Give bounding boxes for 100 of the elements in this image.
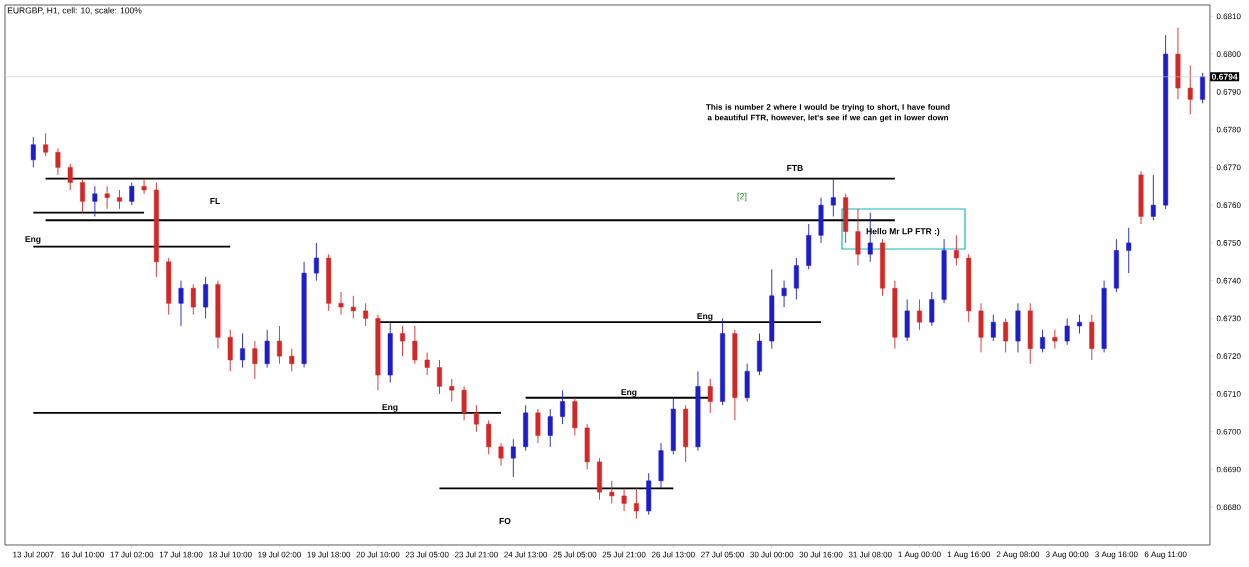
candlestick [560,389,566,425]
candlestick [227,329,233,372]
y-tick-label: 0.6690 [1216,466,1241,473]
candlestick [277,325,282,365]
candlestick [621,487,627,512]
candlestick [289,348,295,372]
candlestick [264,329,270,368]
y-tick-label: 0.6680 [1216,504,1241,511]
y-tick-label: 0.6770 [1216,164,1241,171]
candlestick [350,295,356,319]
candlestick [1200,72,1206,104]
annotation: Eng [382,404,398,412]
candlestick [92,185,98,217]
y-tick-label: 0.6700 [1216,428,1241,435]
ref-line-label: 0.6794 [1211,73,1238,80]
candlestick [240,333,246,368]
candlestick [178,280,184,327]
candlestick [498,442,504,467]
annotation: FL [210,198,220,204]
x-tick-label: 23 Jul 05:00 [405,551,449,558]
candlestick [917,299,922,331]
candlestick [141,178,147,195]
y-tick-label: 0.6760 [1216,202,1241,208]
candlestick [117,189,122,210]
y-tick-label: 0.6800 [1216,51,1241,57]
candlestick [363,302,369,327]
candlestick [30,136,36,168]
annotation: This is number 2 where I would be trying to short, I have found a beautiful FTR, however, let's see if we can get in lower down [706,103,950,122]
annotation: Eng [697,313,713,321]
candlestick [1077,314,1082,334]
candlestick [535,408,541,444]
x-tick-label: 2 Aug 08:00 [996,551,1040,559]
candlestick [437,359,442,395]
candlestick [990,314,996,342]
y-tick-label: 0.6740 [1216,277,1241,284]
candlestick [449,378,455,402]
annotation: Eng [621,389,637,397]
chart-title: EURGBP, H1, cell: 10, scale: 100% [7,7,142,15]
candlestick [473,404,479,433]
candlestick [1150,174,1156,221]
candlestick [1064,317,1070,346]
x-tick-label: 23 Jul 21:00 [455,551,498,558]
x-tick-label: 6 Aug 11:00 [1144,551,1187,559]
candlestick [313,242,319,282]
x-tick-label: 24 Jul 13:00 [504,551,548,558]
x-tick-label: 1 Aug 00:00 [898,551,941,559]
x-tick-label: 16 Jul 10:00 [61,551,105,558]
candlestick [793,257,799,300]
candlestick [1003,317,1009,353]
candlestick [1052,329,1058,350]
y-tick-label: 0.6750 [1216,240,1241,246]
candlestick [43,132,49,157]
candlestick [67,163,73,191]
candlestick [104,185,110,210]
y-tick-label: 0.6790 [1216,89,1241,95]
x-tick-label: 31 Jul 08:00 [848,551,892,558]
candlestick [781,280,787,308]
x-tick-label: 19 Jul 02:00 [258,551,301,558]
candlestick [510,438,516,478]
candlestick [129,182,135,206]
candlestick [55,148,61,176]
x-tick-label: 19 Jul 18:00 [307,551,351,558]
x-tick-label: 26 Jul 13:00 [651,551,695,558]
candlestick [547,408,553,448]
candlestick [80,178,85,214]
x-tick-label: 13 Jul 2007 [13,551,54,558]
candlestick [929,291,935,327]
x-tick-label: 20 Jul 10:00 [356,551,400,558]
y-tick-label: 0.6710 [1216,391,1241,397]
candlestick [203,276,209,319]
y-tick-label: 0.6810 [1216,13,1241,20]
candlestick [855,208,861,267]
x-tick-label: 3 Aug 00:00 [1045,551,1089,559]
candlestick [953,234,959,267]
x-tick-label: 1 Aug 16:00 [947,551,990,559]
x-tick-label: 17 Jul 18:00 [159,551,203,558]
y-tick-label: 0.6720 [1216,353,1241,360]
candlestick [609,480,615,504]
candlestick [338,291,344,316]
candlestick [252,340,258,380]
y-tick-label: 0.6730 [1216,315,1241,322]
candlestick [1187,64,1193,115]
candlestick [400,325,406,357]
annotation: FTB [787,165,803,171]
x-tick-label: 30 Jul 00:00 [750,551,794,558]
candlestick [1040,329,1046,353]
candlestick [461,385,467,421]
candlestick [830,178,836,217]
x-tick-label: 18 Jul 10:00 [209,551,252,558]
x-tick-label: 25 Jul 05:00 [553,551,597,558]
candlestick [633,487,639,520]
candlestick [1126,227,1132,274]
annotation: Eng [25,236,41,244]
x-tick-label: 27 Jul 05:00 [701,551,745,558]
candlestick [424,351,430,376]
y-tick-label: 0.6780 [1216,126,1241,133]
candlestick [190,283,196,316]
x-tick-label: 17 Jul 02:00 [110,551,154,558]
x-tick-label: 25 Jul 21:00 [602,551,646,558]
candlestick [412,325,418,365]
